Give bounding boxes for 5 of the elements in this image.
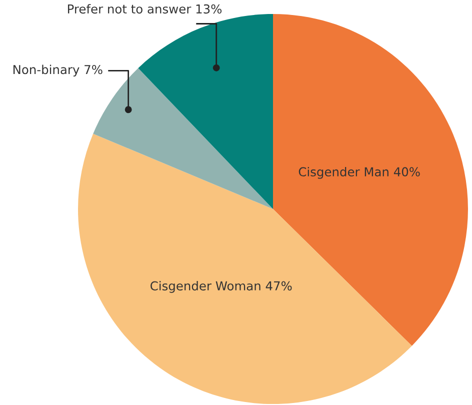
pie-slice [138, 14, 273, 210]
slice-label: Non-binary 7% [13, 64, 102, 77]
slice-label: Prefer not to answer 13% [68, 4, 222, 14]
slice-label: Cisgender Man 40% [298, 166, 420, 179]
slice-label: Cisgender Woman 47% [150, 281, 292, 293]
